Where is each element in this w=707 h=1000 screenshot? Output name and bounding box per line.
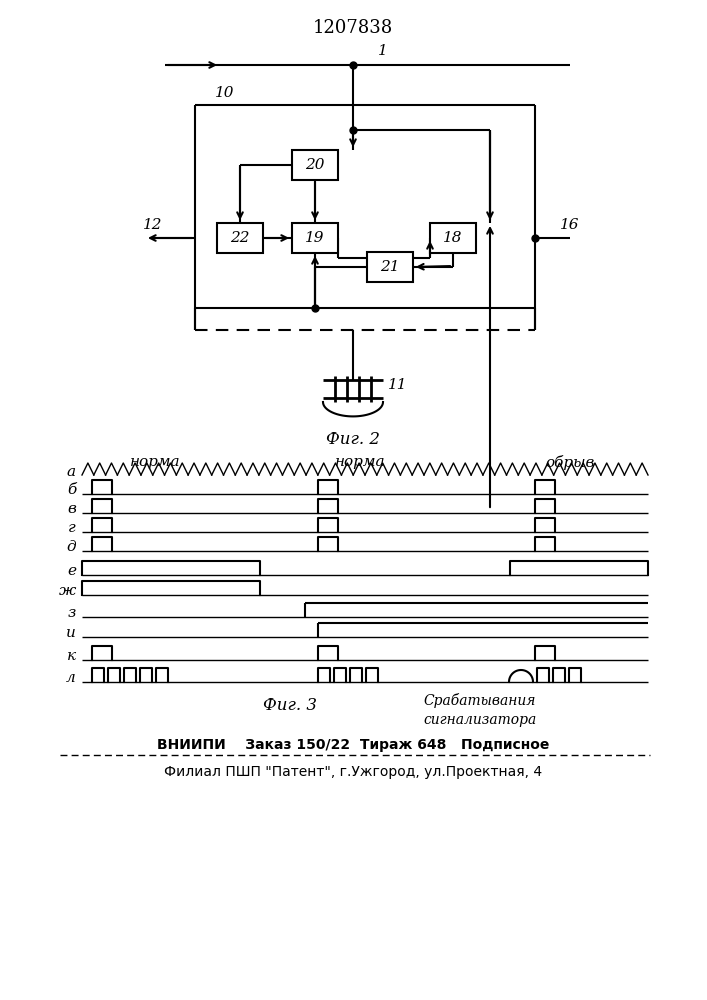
Text: 11: 11 <box>388 378 407 392</box>
Text: 12: 12 <box>143 218 162 232</box>
Text: Фиг. 3: Фиг. 3 <box>263 696 317 714</box>
Text: к: к <box>67 649 76 663</box>
Text: б: б <box>66 483 76 497</box>
Bar <box>430 223 476 253</box>
Bar <box>367 252 413 282</box>
Text: з: з <box>68 606 76 620</box>
Bar <box>292 150 338 180</box>
Text: 1: 1 <box>378 44 387 58</box>
Text: Срабатывания
сигнализатора: Срабатывания сигнализатора <box>423 693 537 727</box>
Text: 1207838: 1207838 <box>313 19 393 37</box>
Text: ж: ж <box>59 584 76 598</box>
Text: е: е <box>67 564 76 578</box>
Text: обрыв: обрыв <box>545 454 595 470</box>
Text: и: и <box>66 626 76 640</box>
Text: д: д <box>66 540 76 554</box>
Text: 20: 20 <box>305 158 325 172</box>
Bar <box>292 223 338 253</box>
Text: ВНИИПИ    Заказ 150/22  Тираж 648   Подписное: ВНИИПИ Заказ 150/22 Тираж 648 Подписное <box>157 738 549 752</box>
Text: 16: 16 <box>560 218 580 232</box>
Text: 22: 22 <box>230 231 250 245</box>
Text: норма: норма <box>334 455 385 469</box>
Text: в: в <box>67 502 76 516</box>
Bar <box>217 223 263 253</box>
Text: 18: 18 <box>443 231 463 245</box>
Text: л: л <box>66 671 76 685</box>
Text: 19: 19 <box>305 231 325 245</box>
Text: Фиг. 2: Фиг. 2 <box>326 432 380 448</box>
Text: а: а <box>67 465 76 479</box>
Text: 10: 10 <box>215 86 235 100</box>
Text: норма: норма <box>129 455 180 469</box>
Text: г: г <box>69 521 76 535</box>
Text: Филиал ПШП "Патент", г.Ужгород, ул.Проектная, 4: Филиал ПШП "Патент", г.Ужгород, ул.Проек… <box>164 765 542 779</box>
Text: 21: 21 <box>380 260 399 274</box>
